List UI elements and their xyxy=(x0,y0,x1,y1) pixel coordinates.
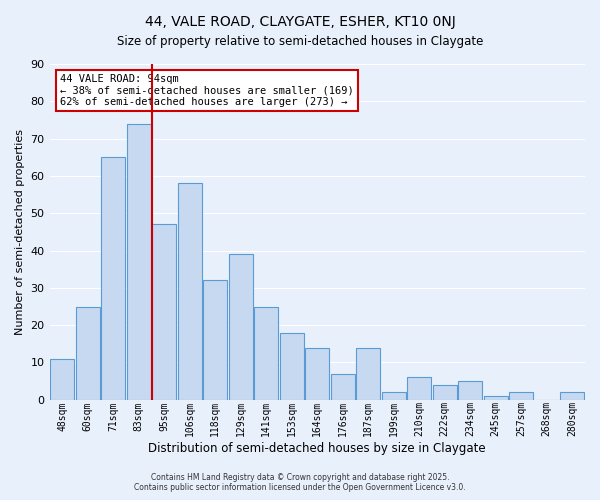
Bar xyxy=(458,381,482,400)
Bar xyxy=(484,396,508,400)
Bar xyxy=(407,378,431,400)
Text: Contains HM Land Registry data © Crown copyright and database right 2025.
Contai: Contains HM Land Registry data © Crown c… xyxy=(134,473,466,492)
Bar xyxy=(178,184,202,400)
Bar xyxy=(254,306,278,400)
Bar xyxy=(50,359,74,400)
Text: 44, VALE ROAD, CLAYGATE, ESHER, KT10 0NJ: 44, VALE ROAD, CLAYGATE, ESHER, KT10 0NJ xyxy=(145,15,455,29)
Bar xyxy=(305,348,329,400)
Bar xyxy=(152,224,176,400)
Bar xyxy=(101,158,125,400)
Y-axis label: Number of semi-detached properties: Number of semi-detached properties xyxy=(15,129,25,335)
X-axis label: Distribution of semi-detached houses by size in Claygate: Distribution of semi-detached houses by … xyxy=(148,442,486,455)
Bar xyxy=(560,392,584,400)
Bar xyxy=(433,385,457,400)
Bar xyxy=(203,280,227,400)
Bar xyxy=(356,348,380,400)
Bar xyxy=(229,254,253,400)
Bar xyxy=(331,374,355,400)
Text: 44 VALE ROAD: 94sqm
← 38% of semi-detached houses are smaller (169)
62% of semi-: 44 VALE ROAD: 94sqm ← 38% of semi-detach… xyxy=(60,74,354,108)
Bar xyxy=(280,332,304,400)
Bar xyxy=(509,392,533,400)
Bar xyxy=(382,392,406,400)
Bar xyxy=(127,124,151,400)
Text: Size of property relative to semi-detached houses in Claygate: Size of property relative to semi-detach… xyxy=(117,35,483,48)
Bar xyxy=(76,306,100,400)
